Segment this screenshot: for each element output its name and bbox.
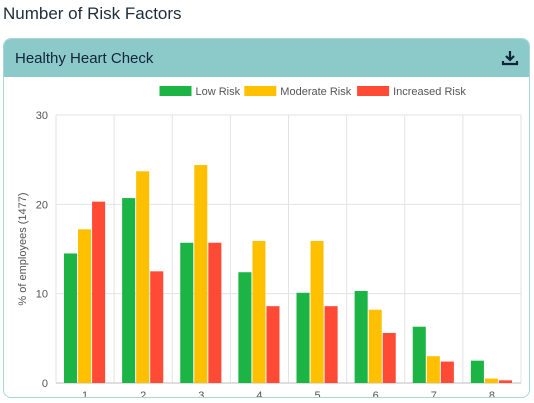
card-title: Healthy Heart Check xyxy=(15,49,154,67)
x-tick-label: 7 xyxy=(431,390,437,398)
legend-label: Increased Risk xyxy=(393,86,466,98)
bar-increased-risk xyxy=(498,380,512,383)
bar-moderate-risk xyxy=(426,356,440,383)
bar-low-risk xyxy=(412,326,426,383)
healthy-heart-check-card: Healthy Heart Check 010203012345678Numbe… xyxy=(3,38,530,398)
bar-low-risk xyxy=(64,253,78,383)
bar-moderate-risk xyxy=(484,378,498,383)
bar-moderate-risk xyxy=(78,229,92,383)
risk-factors-chart: 010203012345678Number of risk factors% o… xyxy=(17,86,522,398)
bar-moderate-risk xyxy=(368,309,382,383)
y-tick-label: 0 xyxy=(42,378,48,390)
y-tick-label: 10 xyxy=(36,289,48,301)
bar-increased-risk xyxy=(382,332,396,383)
legend-swatch xyxy=(244,86,277,96)
y-tick-label: 30 xyxy=(36,110,48,122)
legend-label: Low Risk xyxy=(196,86,241,98)
bar-low-risk xyxy=(470,360,484,383)
x-tick-label: 2 xyxy=(140,390,146,398)
download-icon xyxy=(501,51,519,66)
y-axis-label: % of employees (1477) xyxy=(17,192,29,305)
download-button[interactable] xyxy=(499,47,521,69)
legend-label: Moderate Risk xyxy=(280,86,351,98)
bar-moderate-risk xyxy=(252,240,266,383)
bar-low-risk xyxy=(122,198,136,383)
y-tick-label: 20 xyxy=(36,199,48,211)
bar-low-risk xyxy=(238,272,252,383)
x-tick-label: 4 xyxy=(256,390,262,398)
x-tick-label: 1 xyxy=(82,390,88,398)
bar-low-risk xyxy=(296,292,310,383)
legend-swatch xyxy=(159,86,192,96)
bar-increased-risk xyxy=(324,306,338,383)
bar-moderate-risk xyxy=(310,240,324,383)
bar-low-risk xyxy=(180,242,194,383)
x-tick-label: 6 xyxy=(373,390,379,398)
card-header: Healthy Heart Check xyxy=(4,39,529,77)
x-tick-label: 5 xyxy=(315,390,321,398)
bar-increased-risk xyxy=(266,306,280,383)
legend-swatch xyxy=(357,86,390,96)
bar-moderate-risk xyxy=(194,165,208,383)
bar-increased-risk xyxy=(440,361,454,383)
bar-increased-risk xyxy=(208,242,222,383)
bar-moderate-risk xyxy=(136,171,150,383)
page-title: Number of Risk Factors xyxy=(3,4,182,23)
bar-increased-risk xyxy=(92,201,106,383)
bar-increased-risk xyxy=(150,271,164,383)
x-tick-label: 8 xyxy=(489,390,495,398)
bar-low-risk xyxy=(354,290,368,383)
x-tick-label: 3 xyxy=(198,390,204,398)
